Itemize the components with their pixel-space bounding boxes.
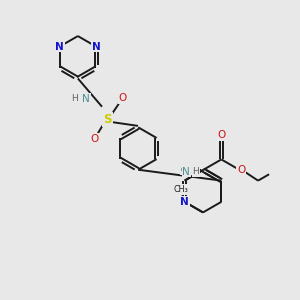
Text: O: O [237,165,245,175]
Text: O: O [118,94,127,103]
Text: N: N [92,42,100,52]
Text: N: N [82,94,90,104]
Text: N: N [55,42,64,52]
Text: N: N [180,197,189,207]
Text: S: S [103,112,112,126]
Text: CH₃: CH₃ [180,166,195,175]
Text: O: O [90,134,98,144]
Text: O: O [217,130,226,140]
Text: H: H [193,167,200,176]
Text: N: N [182,167,190,177]
Text: CH₃: CH₃ [174,185,188,194]
Text: H: H [71,94,78,103]
